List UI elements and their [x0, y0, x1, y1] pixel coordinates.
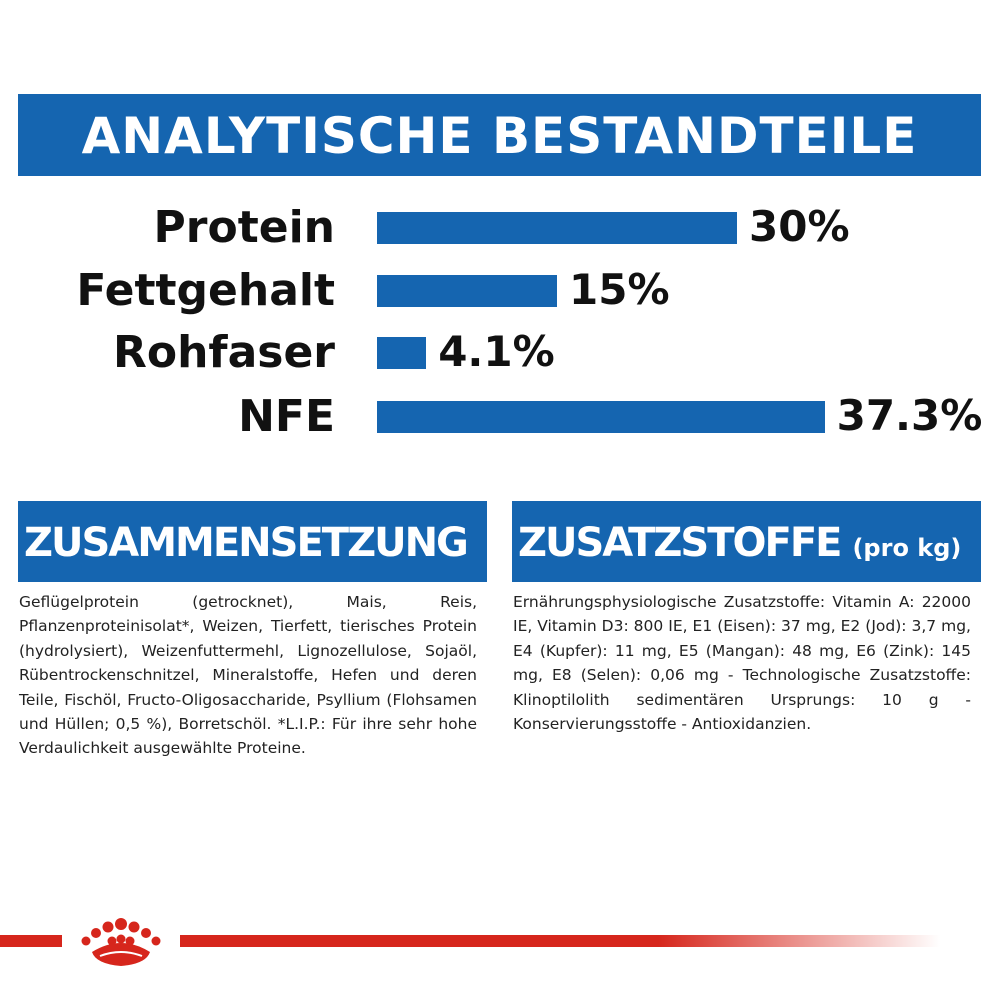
composition-text: Geflügelprotein (getrocknet), Mais, Reis… — [19, 593, 477, 758]
additives-text: Ernährungsphysiologische Zusatzstoffe: V… — [513, 593, 971, 734]
royal-canin-crown-logo — [62, 912, 180, 972]
bar-nfe — [377, 401, 825, 433]
crown-icon — [81, 918, 161, 966]
value-label: 4.1% — [438, 327, 555, 376]
bar-fettgehalt — [377, 275, 557, 307]
value-label: 37.3% — [836, 391, 983, 440]
bar-rohfaser — [377, 337, 427, 369]
additives-heading-suffix: (pro kg) — [852, 534, 962, 562]
category-label: NFE — [238, 391, 335, 442]
category-label: Protein — [153, 202, 335, 253]
footer-red-line — [0, 935, 940, 947]
composition-heading-text: ZUSAMMENSETZUNG — [24, 520, 469, 566]
page-title: ANALYTISCHE BESTANDTEILE — [18, 94, 981, 176]
category-label: Rohfaser — [113, 327, 335, 378]
additives-heading-text: ZUSATZSTOFFE — [518, 520, 843, 566]
category-label: Fettgehalt — [76, 265, 335, 316]
composition-heading: ZUSAMMENSETZUNG — [18, 501, 487, 582]
additives-heading: ZUSATZSTOFFE (pro kg) — [512, 501, 981, 582]
value-label: 30% — [749, 202, 850, 251]
value-label: 15% — [569, 265, 670, 314]
bar-protein — [377, 212, 737, 244]
